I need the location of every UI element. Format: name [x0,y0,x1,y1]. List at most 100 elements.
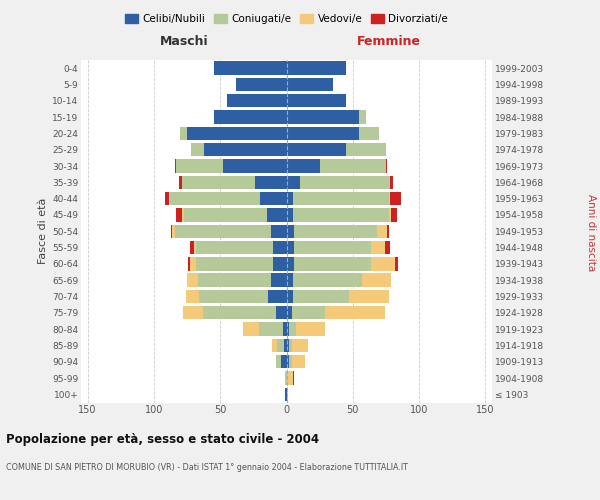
Bar [287,274,293,287]
Bar [320,160,386,172]
Bar [169,192,170,205]
Bar [223,160,287,172]
Bar [287,338,289,352]
Bar [349,290,389,303]
Bar [172,224,175,238]
Bar [272,338,277,352]
Bar [287,126,359,140]
Bar [287,241,295,254]
Bar [295,224,377,238]
Bar [287,192,293,205]
Bar [346,143,386,156]
Bar [254,176,287,189]
Bar [287,110,359,124]
Bar [287,388,288,401]
Bar [268,290,287,303]
Bar [287,224,295,238]
Bar [271,224,287,238]
Bar [390,176,392,189]
Bar [164,192,169,205]
Bar [181,126,187,140]
Bar [287,322,289,336]
Bar [390,192,401,205]
Bar [184,208,266,222]
Bar [259,322,283,336]
Bar [194,241,196,254]
Bar [182,208,184,222]
Bar [287,290,293,303]
Bar [281,355,287,368]
Bar [293,192,389,205]
Bar [287,208,293,222]
Bar [287,94,346,108]
Bar [325,306,385,320]
Bar [289,322,296,336]
Bar [260,192,287,205]
Bar [187,126,287,140]
Bar [287,306,292,320]
Bar [295,241,371,254]
Bar [387,224,389,238]
Legend: Celibi/Nubili, Coniugati/e, Vedovi/e, Divorziati/e: Celibi/Nubili, Coniugati/e, Vedovi/e, Di… [123,12,450,26]
Bar [187,274,197,287]
Bar [283,322,287,336]
Bar [359,126,379,140]
Bar [293,208,389,222]
Bar [186,290,199,303]
Bar [371,241,385,254]
Bar [266,208,287,222]
Bar [191,143,205,156]
Bar [391,208,397,222]
Bar [292,338,308,352]
Bar [179,176,182,189]
Bar [362,274,391,287]
Text: Anni di nascita: Anni di nascita [586,194,596,271]
Bar [285,372,287,384]
Bar [273,241,287,254]
Bar [171,224,172,238]
Bar [287,62,346,75]
Text: Femmine: Femmine [357,35,421,48]
Bar [287,78,333,91]
Bar [386,160,387,172]
Bar [289,355,292,368]
Bar [188,257,190,270]
Bar [176,208,182,222]
Bar [170,192,260,205]
Bar [199,290,268,303]
Bar [287,257,295,270]
Bar [176,160,223,172]
Bar [196,241,273,254]
Bar [293,274,362,287]
Bar [284,338,287,352]
Bar [300,176,390,189]
Bar [295,257,371,270]
Bar [293,372,295,384]
Bar [214,110,287,124]
Y-axis label: Fasce di età: Fasce di età [38,198,48,264]
Bar [292,355,305,368]
Text: COMUNE DI SAN PIETRO DI MORUBIO (VR) - Dati ISTAT 1° gennaio 2004 - Elaborazione: COMUNE DI SAN PIETRO DI MORUBIO (VR) - D… [6,462,408,471]
Bar [285,388,287,401]
Bar [183,306,203,320]
Bar [287,176,300,189]
Bar [389,192,390,205]
Bar [389,208,391,222]
Text: Popolazione per età, sesso e stato civile - 2004: Popolazione per età, sesso e stato civil… [6,432,319,446]
Bar [203,306,276,320]
Bar [227,94,287,108]
Bar [371,257,395,270]
Bar [287,143,346,156]
Bar [175,160,176,172]
Bar [287,355,289,368]
Bar [276,306,287,320]
Bar [273,257,287,270]
Bar [377,224,387,238]
Bar [277,338,284,352]
Bar [214,62,287,75]
Bar [196,257,273,270]
Bar [243,322,259,336]
Bar [293,290,349,303]
Bar [292,306,325,320]
Bar [276,355,281,368]
